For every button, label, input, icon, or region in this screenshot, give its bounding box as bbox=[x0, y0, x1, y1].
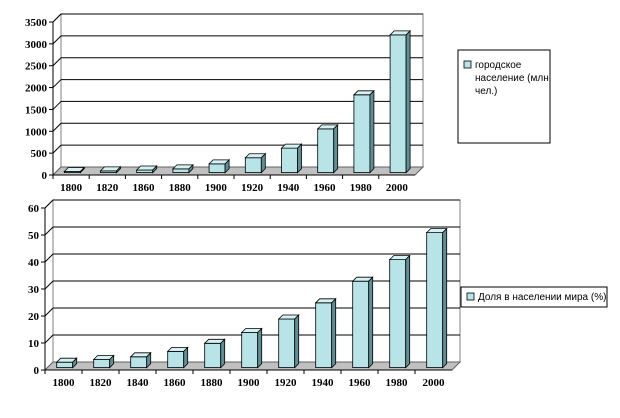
gridline-side bbox=[44, 226, 54, 236]
bar-side bbox=[152, 165, 158, 174]
bar-side bbox=[109, 354, 115, 369]
bar bbox=[352, 280, 370, 369]
bar bbox=[278, 318, 296, 368]
bar-side bbox=[442, 227, 448, 369]
bar bbox=[204, 342, 222, 368]
legend-swatch bbox=[463, 60, 472, 69]
bar-side bbox=[79, 166, 85, 174]
bar bbox=[389, 259, 407, 369]
bar-side bbox=[257, 327, 263, 369]
x-tick-label: 1920 bbox=[241, 182, 264, 194]
legend-label: население (млн. bbox=[475, 73, 552, 84]
bar-side bbox=[183, 346, 189, 369]
x-tick-label: 1880 bbox=[169, 182, 192, 194]
x-tick-label: 1820 bbox=[96, 182, 119, 194]
y-tick-label: 40 bbox=[28, 257, 40, 269]
gridline-side bbox=[52, 79, 62, 88]
x-tick-label: 1900 bbox=[238, 377, 261, 389]
legend-box bbox=[457, 49, 551, 144]
bar-side bbox=[297, 143, 302, 174]
gridline-side bbox=[52, 101, 62, 110]
bar-side bbox=[116, 165, 121, 174]
bar-side bbox=[294, 314, 300, 369]
bar-side bbox=[405, 254, 411, 369]
x-tick-label: 1980 bbox=[386, 377, 409, 389]
bar-side bbox=[331, 297, 337, 369]
x-tick-label: 2000 bbox=[423, 377, 446, 389]
x-tick-label: 1820 bbox=[90, 377, 113, 389]
gridline-side bbox=[44, 253, 54, 263]
gridline-side bbox=[52, 35, 62, 45]
gridline-side bbox=[44, 199, 54, 209]
bar-side bbox=[369, 89, 375, 174]
bar bbox=[167, 350, 185, 368]
x-tick-label: 1840 bbox=[127, 377, 150, 389]
y-tick-label: 3000 bbox=[25, 39, 48, 51]
bar-side bbox=[72, 357, 78, 369]
x-tick-label: 1960 bbox=[314, 182, 337, 194]
bar bbox=[315, 302, 333, 368]
bar bbox=[426, 232, 444, 369]
bar bbox=[56, 361, 74, 369]
legend-box bbox=[460, 286, 608, 308]
legend-label: городское bbox=[475, 60, 522, 71]
gridline-side bbox=[52, 122, 62, 132]
gridline-side bbox=[44, 280, 54, 290]
x-tick-label: 1860 bbox=[133, 182, 156, 194]
x-tick-label: 1940 bbox=[312, 377, 335, 389]
bar-side bbox=[224, 158, 230, 174]
y-tick-label: 500 bbox=[31, 148, 48, 160]
x-tick-label: 2000 bbox=[386, 182, 409, 194]
y-tick-label: 1000 bbox=[25, 126, 48, 138]
legend-label: Доля в населении мира (%) bbox=[478, 292, 606, 303]
x-tick-label: 1900 bbox=[205, 182, 228, 194]
bar-side bbox=[220, 338, 226, 369]
y-tick-label: 30 bbox=[28, 284, 40, 296]
gridline-side bbox=[52, 144, 62, 154]
gridline-side bbox=[44, 334, 54, 344]
y-tick-label: 1500 bbox=[25, 104, 48, 116]
gridline-side bbox=[52, 57, 62, 67]
x-tick-label: 1800 bbox=[53, 377, 76, 389]
gridline-side bbox=[44, 307, 54, 317]
y-tick-label: 3500 bbox=[25, 17, 48, 29]
bar-side bbox=[146, 351, 152, 369]
x-tick-label: 1920 bbox=[275, 377, 298, 389]
y-tick-label: 20 bbox=[28, 311, 40, 323]
bar bbox=[93, 359, 111, 369]
y-tick-label: 0 bbox=[42, 170, 48, 182]
legend-swatch bbox=[466, 292, 475, 301]
urban-population-chart: 0 500 1000 1500 2000 2500 3000 3500 1800 1820 1860… bbox=[25, 12, 552, 194]
bar bbox=[241, 332, 259, 368]
y-tick-label: 2500 bbox=[25, 61, 48, 73]
y-tick-label: 0 bbox=[34, 365, 40, 377]
x-tick-label: 1940 bbox=[277, 182, 300, 194]
y-tick-label: 2000 bbox=[25, 83, 48, 95]
bar bbox=[130, 356, 148, 368]
x-tick-label: 1860 bbox=[164, 377, 187, 389]
bar-side bbox=[260, 152, 266, 174]
x-tick-label: 1880 bbox=[201, 377, 224, 389]
bar-side bbox=[188, 163, 194, 174]
bar-side bbox=[368, 276, 374, 369]
x-tick-label: 1960 bbox=[349, 377, 372, 389]
bar-side bbox=[405, 29, 411, 174]
y-tick-label: 60 bbox=[28, 203, 40, 215]
legend-label: чел.) bbox=[475, 86, 497, 97]
y-tick-label: 10 bbox=[28, 338, 40, 350]
x-tick-label: 1980 bbox=[350, 182, 373, 194]
y-tick-label: 50 bbox=[28, 230, 40, 242]
bar-side bbox=[333, 123, 339, 174]
gridline-side bbox=[52, 13, 62, 23]
x-tick-label: 1800 bbox=[60, 182, 83, 194]
